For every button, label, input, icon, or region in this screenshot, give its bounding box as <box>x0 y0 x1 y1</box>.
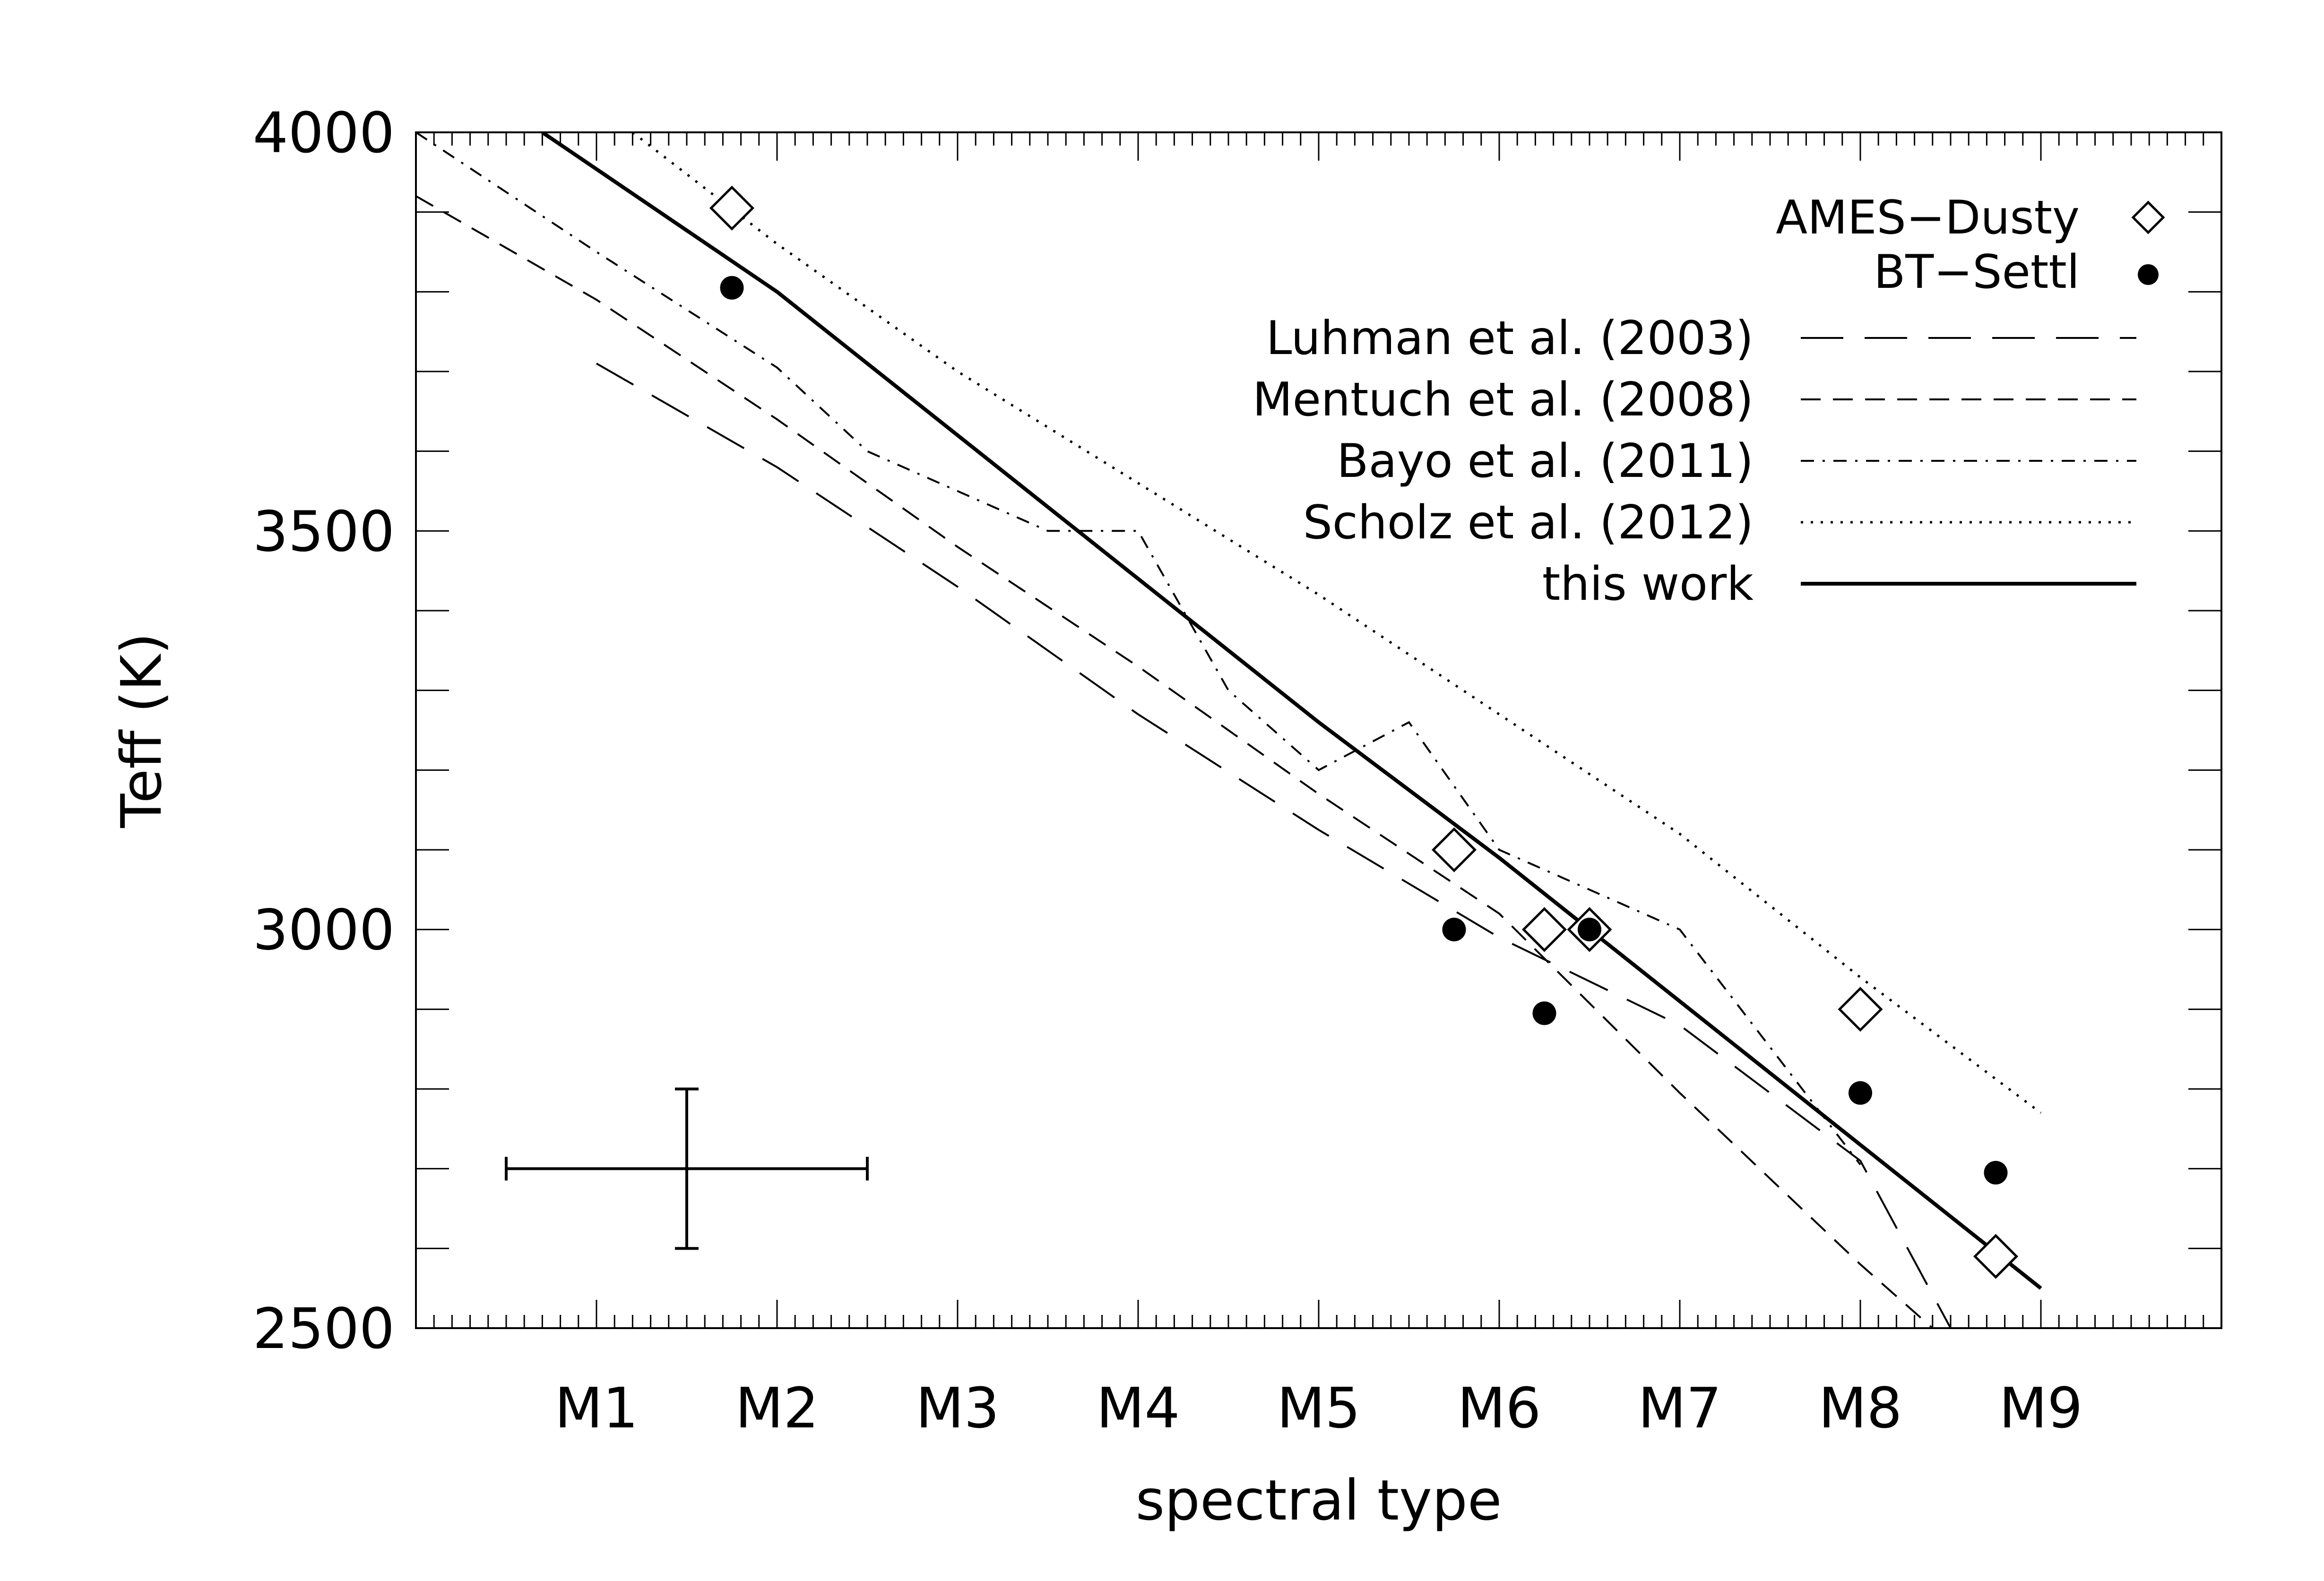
x-tick-label-m9: M9 <box>1999 1375 2083 1441</box>
legend-label-luhman-et-al-2003: Luhman et al. (2003) <box>1266 311 1754 365</box>
y-tick-label-4000: 4000 <box>253 100 395 165</box>
series-line-scholz-et-al-2012 <box>631 132 2042 1114</box>
series-lines <box>416 132 2042 1328</box>
series-line-bayo-et-al-2011 <box>416 132 1861 1166</box>
x-tick-label-m3: M3 <box>916 1375 1000 1441</box>
legend-label-bt-settl: BT−Settl <box>1874 245 2080 299</box>
x-tick-label-m7: M7 <box>1638 1375 1722 1441</box>
bt-settl-dot-marker <box>1442 917 1466 942</box>
y-tick-label-3000: 3000 <box>253 898 395 963</box>
series-line-this-work <box>541 132 2042 1290</box>
ames-dusty-diamond-marker <box>1973 1234 2019 1279</box>
legend-label-ames-dusty: AMES−Dusty <box>1776 191 2080 245</box>
bt-settl-dot-marker <box>1532 1001 1556 1025</box>
tick-marks <box>416 132 2221 1328</box>
x-tick-label-m6: M6 <box>1458 1375 1541 1441</box>
ames-dusty-diamond-marker <box>1431 827 1477 873</box>
bt-settl-dot-marker <box>1849 1081 1872 1105</box>
legend-label-bayo-et-al-2011: Bayo et al. (2011) <box>1337 434 1754 488</box>
y-tick-label-3500: 3500 <box>253 499 395 564</box>
legend-dot-marker <box>2138 264 2159 285</box>
legend-label-scholz-et-al-2012: Scholz et al. (2012) <box>1303 496 1754 550</box>
ames-dusty-diamond-marker <box>1521 907 1567 952</box>
series-line-luhman-et-al-2003 <box>596 363 1952 1328</box>
ames-dusty-diamond-marker <box>709 185 755 231</box>
error-bar <box>505 1088 869 1250</box>
x-tick-labels: M1 M2 M3 M4 M5 M6 M7 M8 M9 <box>555 1375 2083 1441</box>
ames-dusty-diamond-marker <box>1838 986 1883 1032</box>
series-line-mentuch-et-al-2008 <box>416 195 1934 1328</box>
y-tick-labels: 2500 3000 3500 4000 <box>253 100 395 1361</box>
y-axis-title: Teff (K) <box>109 633 174 829</box>
legend-label-mentuch-et-al-2008: Mentuch et al. (2008) <box>1253 373 1754 427</box>
legend-label-this-work: this work <box>1542 557 1754 611</box>
x-tick-label-m2: M2 <box>735 1375 819 1441</box>
legend-diamond-marker <box>2131 200 2165 234</box>
bt-settl-dot-marker <box>720 276 744 300</box>
plot-frame <box>415 131 2222 1329</box>
x-tick-label-m1: M1 <box>555 1375 639 1441</box>
bt-settl-dot-marker <box>1578 917 1601 942</box>
x-tick-label-m5: M5 <box>1277 1375 1361 1441</box>
y-tick-label-2500: 2500 <box>253 1296 395 1361</box>
x-tick-label-m4: M4 <box>1097 1375 1180 1441</box>
data-markers <box>709 185 2019 1279</box>
x-axis-title: spectral type <box>1136 1468 1502 1533</box>
x-tick-label-m8: M8 <box>1819 1375 1902 1441</box>
bt-settl-dot-marker <box>1984 1161 2008 1185</box>
